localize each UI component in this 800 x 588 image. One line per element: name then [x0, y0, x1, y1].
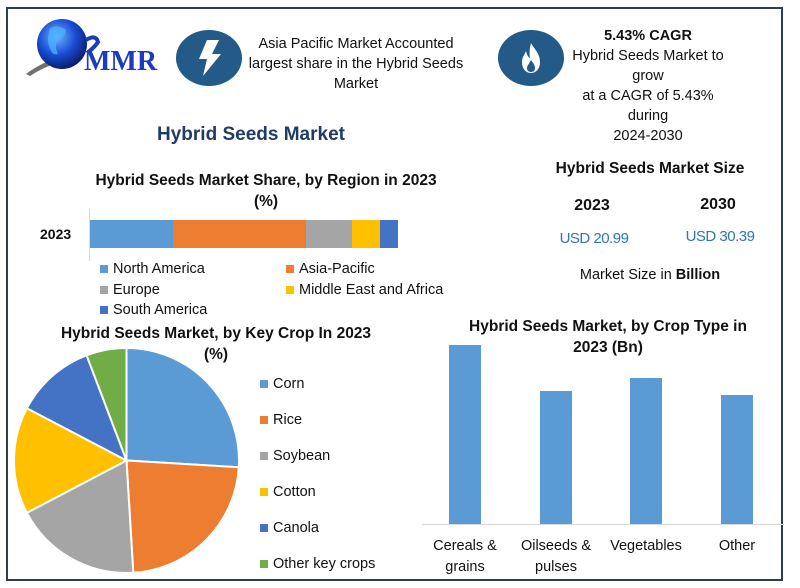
pie-slice-rice [125, 459, 240, 574]
legend-swatch [286, 286, 294, 294]
axis-line [89, 209, 90, 261]
highlight-asia-pacific: Asia Pacific Market Accounted largest sh… [244, 34, 468, 94]
legend-north-america: North America [100, 261, 205, 277]
legend-label: Cotton [273, 484, 316, 500]
legend-swatch [100, 265, 108, 273]
value-2023: USD 20.99 [559, 230, 629, 247]
bar-segment-europe [305, 220, 352, 248]
bar-oilseeds-pulses [540, 390, 572, 524]
mmr-logo: MMR [24, 12, 164, 84]
highlight-line: at a CAGR of 5.43% during [582, 88, 714, 124]
legend-rice: Rice [260, 402, 375, 438]
legend-label: Corn [273, 376, 305, 392]
legend-label: Rice [273, 412, 303, 428]
bar-vegetables [630, 378, 662, 524]
bar-other [721, 395, 753, 524]
x-axis-line [422, 524, 784, 525]
bar-segment-south-america [379, 220, 398, 248]
region-chart-title: Hybrid Seeds Market Share, by Region in … [86, 170, 446, 212]
lightning-badge [176, 30, 242, 86]
highlight-line: Hybrid Seeds Market to grow [572, 48, 724, 84]
highlight-line: 2024-2030 [613, 128, 683, 144]
pie-slice-canola [25, 354, 129, 463]
legend-swatch [260, 488, 268, 496]
chart-title-line: Hybrid Seeds Market Share, by Region in … [95, 172, 437, 189]
flame-badge [498, 30, 564, 86]
legend-corn: Corn [260, 366, 375, 402]
key-crop-legend: Corn Rice Soybean Cotton Canola Other key cro… [260, 366, 375, 582]
legend-swatch [260, 560, 268, 568]
note-prefix: Market Size in [579, 267, 676, 283]
cagr-title: 5.43% CAGR [604, 28, 692, 44]
legend-middle-east-africa: Middle East and Africa [286, 282, 443, 298]
x-tick-label: Other [718, 538, 756, 554]
legend-swatch [100, 286, 108, 294]
bar-category-label: 2023 [40, 226, 72, 242]
region-stacked-bar [90, 220, 398, 248]
lightning-bolt-icon [199, 40, 221, 76]
legend-swatch [260, 416, 268, 424]
chart-title-line: (%) [253, 193, 279, 210]
legend-label: Europe [113, 282, 160, 298]
legend-label: Soybean [273, 448, 331, 464]
chart-title-line: 2023 (Bn) [573, 339, 643, 356]
market-size-title: Hybrid Seeds Market Size [555, 160, 745, 177]
highlight-line: Asia Pacific Market Accounted [258, 36, 454, 52]
legend-label: Middle East and Africa [299, 282, 444, 298]
legend-swatch [260, 524, 268, 532]
highlight-line: Market [333, 76, 379, 92]
legend-asia-pacific: Asia-Pacific [286, 261, 375, 277]
legend-swatch [100, 306, 108, 314]
highlight-cagr: 5.43% CAGR Hybrid Seeds Market to grow a… [562, 26, 734, 146]
year-2030: 2030 [700, 196, 736, 213]
page-title: Hybrid Seeds Market [157, 124, 345, 145]
value-2030: USD 30.39 [685, 228, 755, 245]
chart-title-line: (%) [203, 346, 229, 363]
pie-slice-cotton [13, 406, 129, 515]
legend-label: Asia-Pacific [299, 261, 375, 277]
bar-segment-asia-pacific [173, 220, 306, 248]
legend-label: South America [113, 302, 208, 318]
x-tick-label: Cereals & grains [433, 538, 497, 575]
bar-segment-north-america [90, 220, 174, 248]
legend-canola: Canola [260, 510, 375, 546]
legend-cotton: Cotton [260, 474, 375, 510]
legend-other-key-crops: Other key crops [260, 546, 375, 582]
note-unit: Billion [675, 267, 721, 283]
legend-swatch [286, 265, 294, 273]
globe-icon: MMR [26, 19, 158, 77]
pie-slice-soybean [25, 458, 135, 574]
highlight-line: largest share in the Hybrid Seeds [248, 56, 464, 72]
legend-europe: Europe [100, 282, 160, 298]
bar-segment-middle-east-and-africa [351, 220, 380, 248]
flame-icon [522, 43, 540, 73]
crop-pie-title: Hybrid Seeds Market, by Key Crop In 2023… [48, 323, 384, 365]
bar-cereals-grains [449, 345, 481, 524]
chart-title-line: Hybrid Seeds Market, by Crop Type in [469, 318, 747, 335]
pie-slice-corn [125, 346, 240, 469]
key-crop-pie-chart [13, 346, 240, 574]
pie-slice-other-key-crops [85, 346, 128, 461]
year-2023: 2023 [574, 197, 610, 214]
legend-swatch [260, 452, 268, 460]
legend-label: Canola [273, 520, 319, 536]
chart-title-line: Hybrid Seeds Market, by Key Crop In 2023 [60, 325, 372, 342]
svg-text:MMR: MMR [84, 46, 158, 77]
x-tick-label: Vegetables [610, 538, 682, 554]
legend-label: North America [113, 261, 205, 277]
legend-south-america: South America [100, 302, 207, 318]
market-size-note: Market Size in Billion [560, 267, 740, 283]
legend-label: Other key crops [273, 556, 376, 572]
legend-swatch [260, 380, 268, 388]
legend-soybean: Soybean [260, 438, 375, 474]
crop-type-chart-title: Hybrid Seeds Market, by Crop Type in 202… [458, 316, 758, 358]
x-tick-label: Oilseeds & pulses [520, 538, 592, 575]
